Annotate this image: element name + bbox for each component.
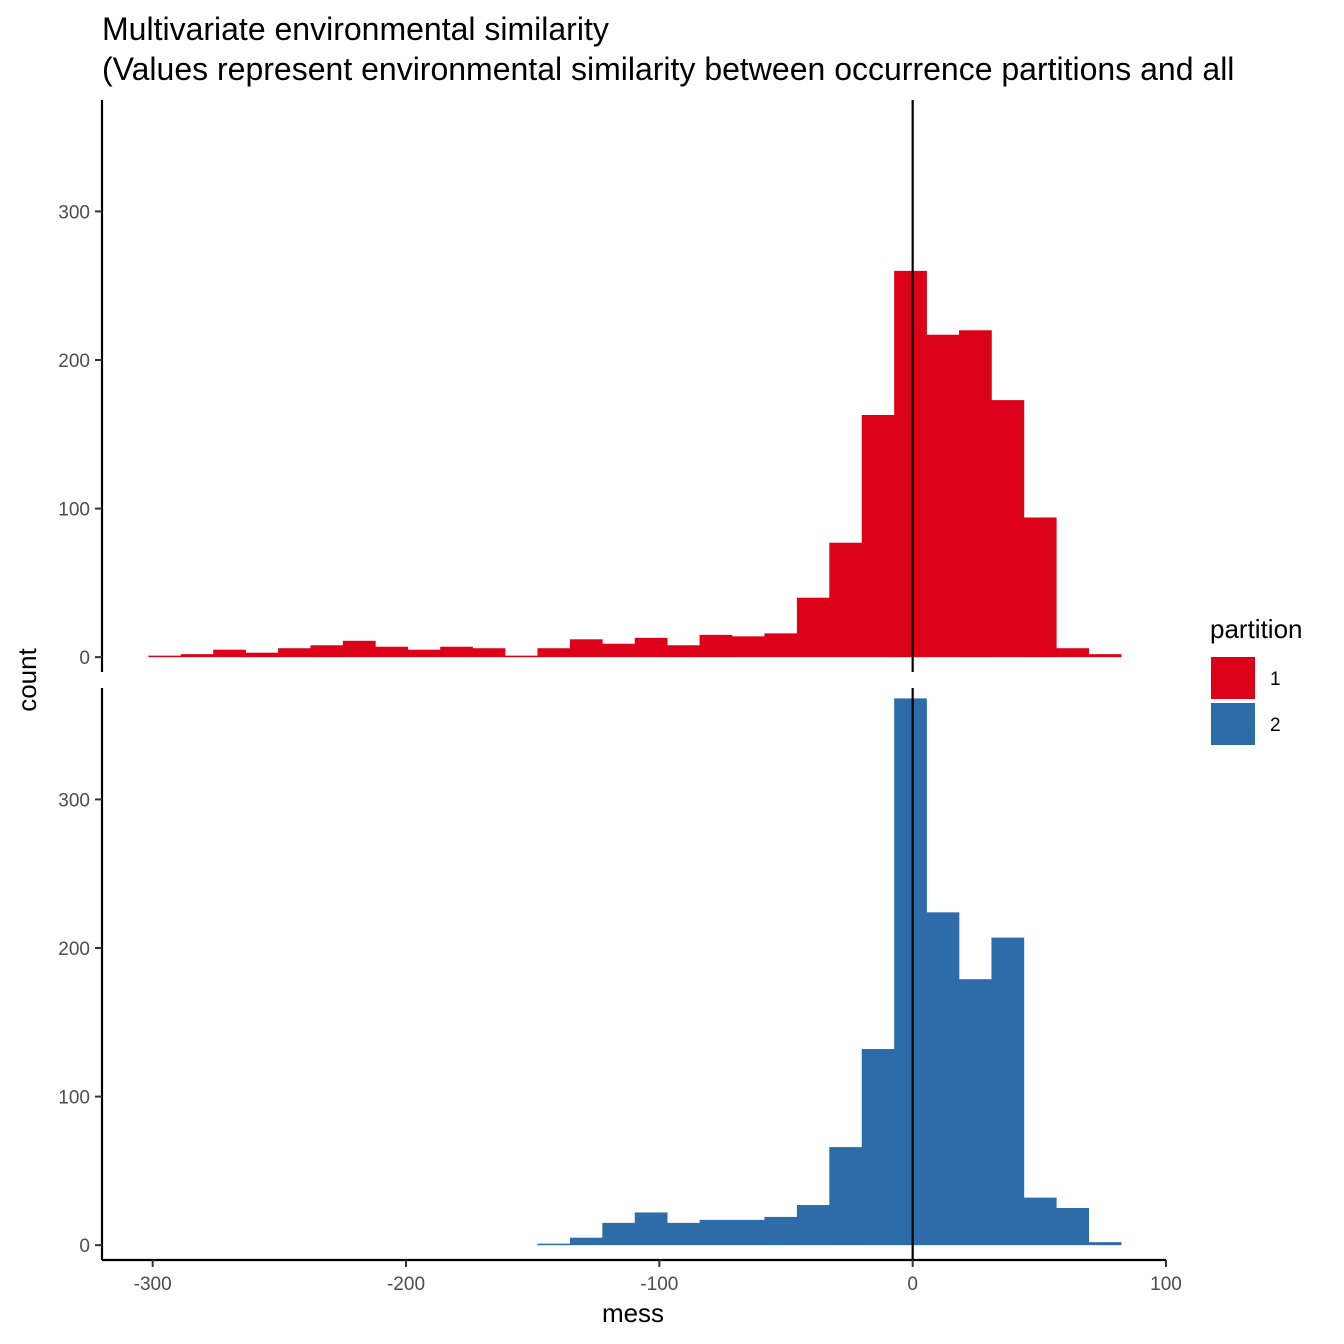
x-tick-label-100: 100 xyxy=(1150,1274,1182,1295)
legend: partition 1 2 xyxy=(1210,614,1303,745)
y-tick-label-0: 0 xyxy=(79,648,90,669)
bar-partition-2-bin-17 xyxy=(699,1219,733,1246)
bar-partition-1-bin-8 xyxy=(407,649,441,658)
bar-partition-1-bin-18 xyxy=(732,636,765,658)
y-tick-label-200: 200 xyxy=(58,351,90,372)
bar-partition-1-bin-4 xyxy=(278,648,311,658)
y-tick-label-200: 200 xyxy=(58,939,90,960)
y-tick-label-100: 100 xyxy=(58,500,90,521)
bar-partition-2-bin-15 xyxy=(634,1212,668,1246)
bar-partition-1-bin-0 xyxy=(148,655,182,658)
bar-partition-1-bin-24 xyxy=(926,334,960,658)
legend-label-2: 2 xyxy=(1270,715,1281,736)
bar-partition-1-bin-12 xyxy=(537,648,571,658)
bar-partition-1-bin-25 xyxy=(959,330,992,658)
x-tick-label--300: -300 xyxy=(134,1274,172,1295)
bar-partition-1-bin-20 xyxy=(796,597,830,658)
bar-partition-1-bin-21 xyxy=(829,542,863,658)
bar-partition-1-bin-9 xyxy=(440,646,473,658)
bar-partition-1-bin-3 xyxy=(245,652,279,658)
legend-title: partition xyxy=(1210,614,1303,644)
bar-partition-2-bin-18 xyxy=(732,1219,765,1246)
x-axis-title: mess xyxy=(602,1298,664,1328)
facet-panel-partition-2: 0 100 200 300 xyxy=(58,688,1122,1260)
legend-label-1: 1 xyxy=(1270,669,1281,690)
bar-partition-1-bin-16 xyxy=(667,645,700,658)
x-tick-label--100: -100 xyxy=(640,1274,678,1295)
bar-partition-1-bin-2 xyxy=(213,649,246,658)
y-tick-label-300: 300 xyxy=(58,202,90,223)
bar-partition-2-bin-19 xyxy=(764,1216,798,1246)
bar-partition-2-bin-16 xyxy=(667,1222,700,1246)
bar-partition-2-bin-28 xyxy=(1056,1208,1090,1246)
x-tick-label--200: -200 xyxy=(387,1274,425,1295)
bar-partition-2-bin-22 xyxy=(861,1049,895,1246)
bar-partition-1-bin-5 xyxy=(310,645,344,658)
bar-partition-1-bin-26 xyxy=(991,400,1025,658)
bar-partition-2-bin-25 xyxy=(959,979,992,1246)
bar-partition-2-bin-27 xyxy=(1023,1197,1057,1246)
bar-partition-2-bin-29 xyxy=(1088,1242,1122,1246)
bar-partition-1-bin-6 xyxy=(342,640,376,658)
chart-title: Multivariate environmental similarity xyxy=(102,11,609,47)
bar-partition-2-bin-20 xyxy=(796,1205,830,1246)
bar-partition-2-bin-12 xyxy=(537,1243,571,1246)
bar-partition-2-bin-13 xyxy=(569,1237,603,1246)
y-axis-title: count xyxy=(12,647,42,711)
facet-panel-partition-1: 0 100 200 300 xyxy=(58,100,1122,672)
bar-partition-2-bin-24 xyxy=(926,912,960,1246)
bar-partition-2-bin-21 xyxy=(829,1147,863,1246)
legend-key-2 xyxy=(1211,703,1255,745)
y-tick-label-300: 300 xyxy=(58,790,90,811)
bar-partition-1-bin-29 xyxy=(1088,654,1122,658)
bar-partition-1-bin-23 xyxy=(894,270,927,658)
y-tick-label-0: 0 xyxy=(79,1236,90,1257)
bar-partition-2-bin-14 xyxy=(602,1222,636,1246)
bar-partition-1-bin-11 xyxy=(505,655,538,658)
bar-partition-1-bin-27 xyxy=(1023,517,1057,658)
bar-partition-1-bin-1 xyxy=(180,654,214,658)
chart-subtitle: (Values represent environmental similari… xyxy=(102,51,1234,87)
bar-partition-1-bin-10 xyxy=(472,648,506,658)
bar-partition-1-bin-19 xyxy=(764,633,798,658)
bar-partition-1-bin-7 xyxy=(375,646,409,658)
bar-partition-2-bin-26 xyxy=(991,937,1025,1246)
bar-partition-1-bin-14 xyxy=(602,643,636,658)
legend-key-1 xyxy=(1211,657,1255,699)
bar-partition-1-bin-28 xyxy=(1056,648,1090,658)
y-tick-label-100: 100 xyxy=(58,1088,90,1109)
bar-partition-1-bin-22 xyxy=(861,414,895,658)
bar-partition-1-bin-13 xyxy=(569,639,603,658)
x-tick-label-0: 0 xyxy=(907,1274,918,1295)
x-axis: -300 -200 -100 0 100 xyxy=(102,1258,1182,1295)
bar-partition-1-bin-15 xyxy=(634,637,668,658)
bar-partition-1-bin-17 xyxy=(699,634,733,658)
bar-partition-2-bin-23 xyxy=(894,698,927,1246)
